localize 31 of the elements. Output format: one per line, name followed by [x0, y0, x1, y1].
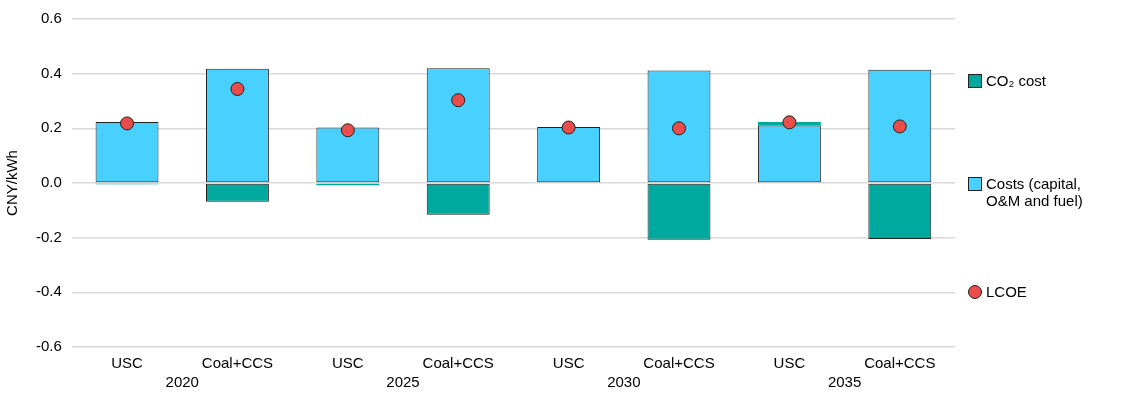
x-tick-label: USC [111, 354, 144, 372]
point [451, 93, 466, 108]
text: 2025 [386, 372, 420, 390]
legend-label: Costs (capital, O&M and fuel) [986, 175, 1084, 209]
x-tick-label: USC [332, 354, 364, 372]
legend-label: LCOE [986, 283, 1028, 300]
point [672, 121, 687, 136]
y-tick-label: -0.6 [35, 337, 62, 355]
y-tick-label: -0.4 [35, 282, 62, 300]
y-tick-label: 0.0 [40, 173, 62, 191]
point [120, 116, 135, 131]
point [561, 120, 576, 135]
y-tick-label: 0.6 [40, 9, 62, 27]
text: 2020 [165, 372, 199, 390]
point [892, 119, 907, 134]
x-tick-label: Coal+CCS [864, 354, 936, 372]
y-axis-title: CNY/kWh [3, 150, 21, 216]
x-tick-label: Coal+CCS [422, 354, 494, 372]
text: 2030 [607, 372, 641, 390]
point [782, 115, 797, 130]
point [340, 123, 355, 138]
point [230, 81, 245, 96]
x-tick-label: Coal+CCS [643, 354, 715, 372]
y-tick-label: -0.2 [35, 227, 62, 245]
legend-label: CO₂ cost [986, 72, 1047, 89]
y-tick-label: 0.4 [40, 63, 62, 81]
y-tick-label: 0.2 [40, 118, 62, 136]
text: 2035 [827, 372, 862, 390]
x-tick-label: Coal+CCS [201, 354, 274, 372]
x-tick-label: USC [773, 354, 806, 372]
x-tick-label: USC [552, 354, 585, 372]
